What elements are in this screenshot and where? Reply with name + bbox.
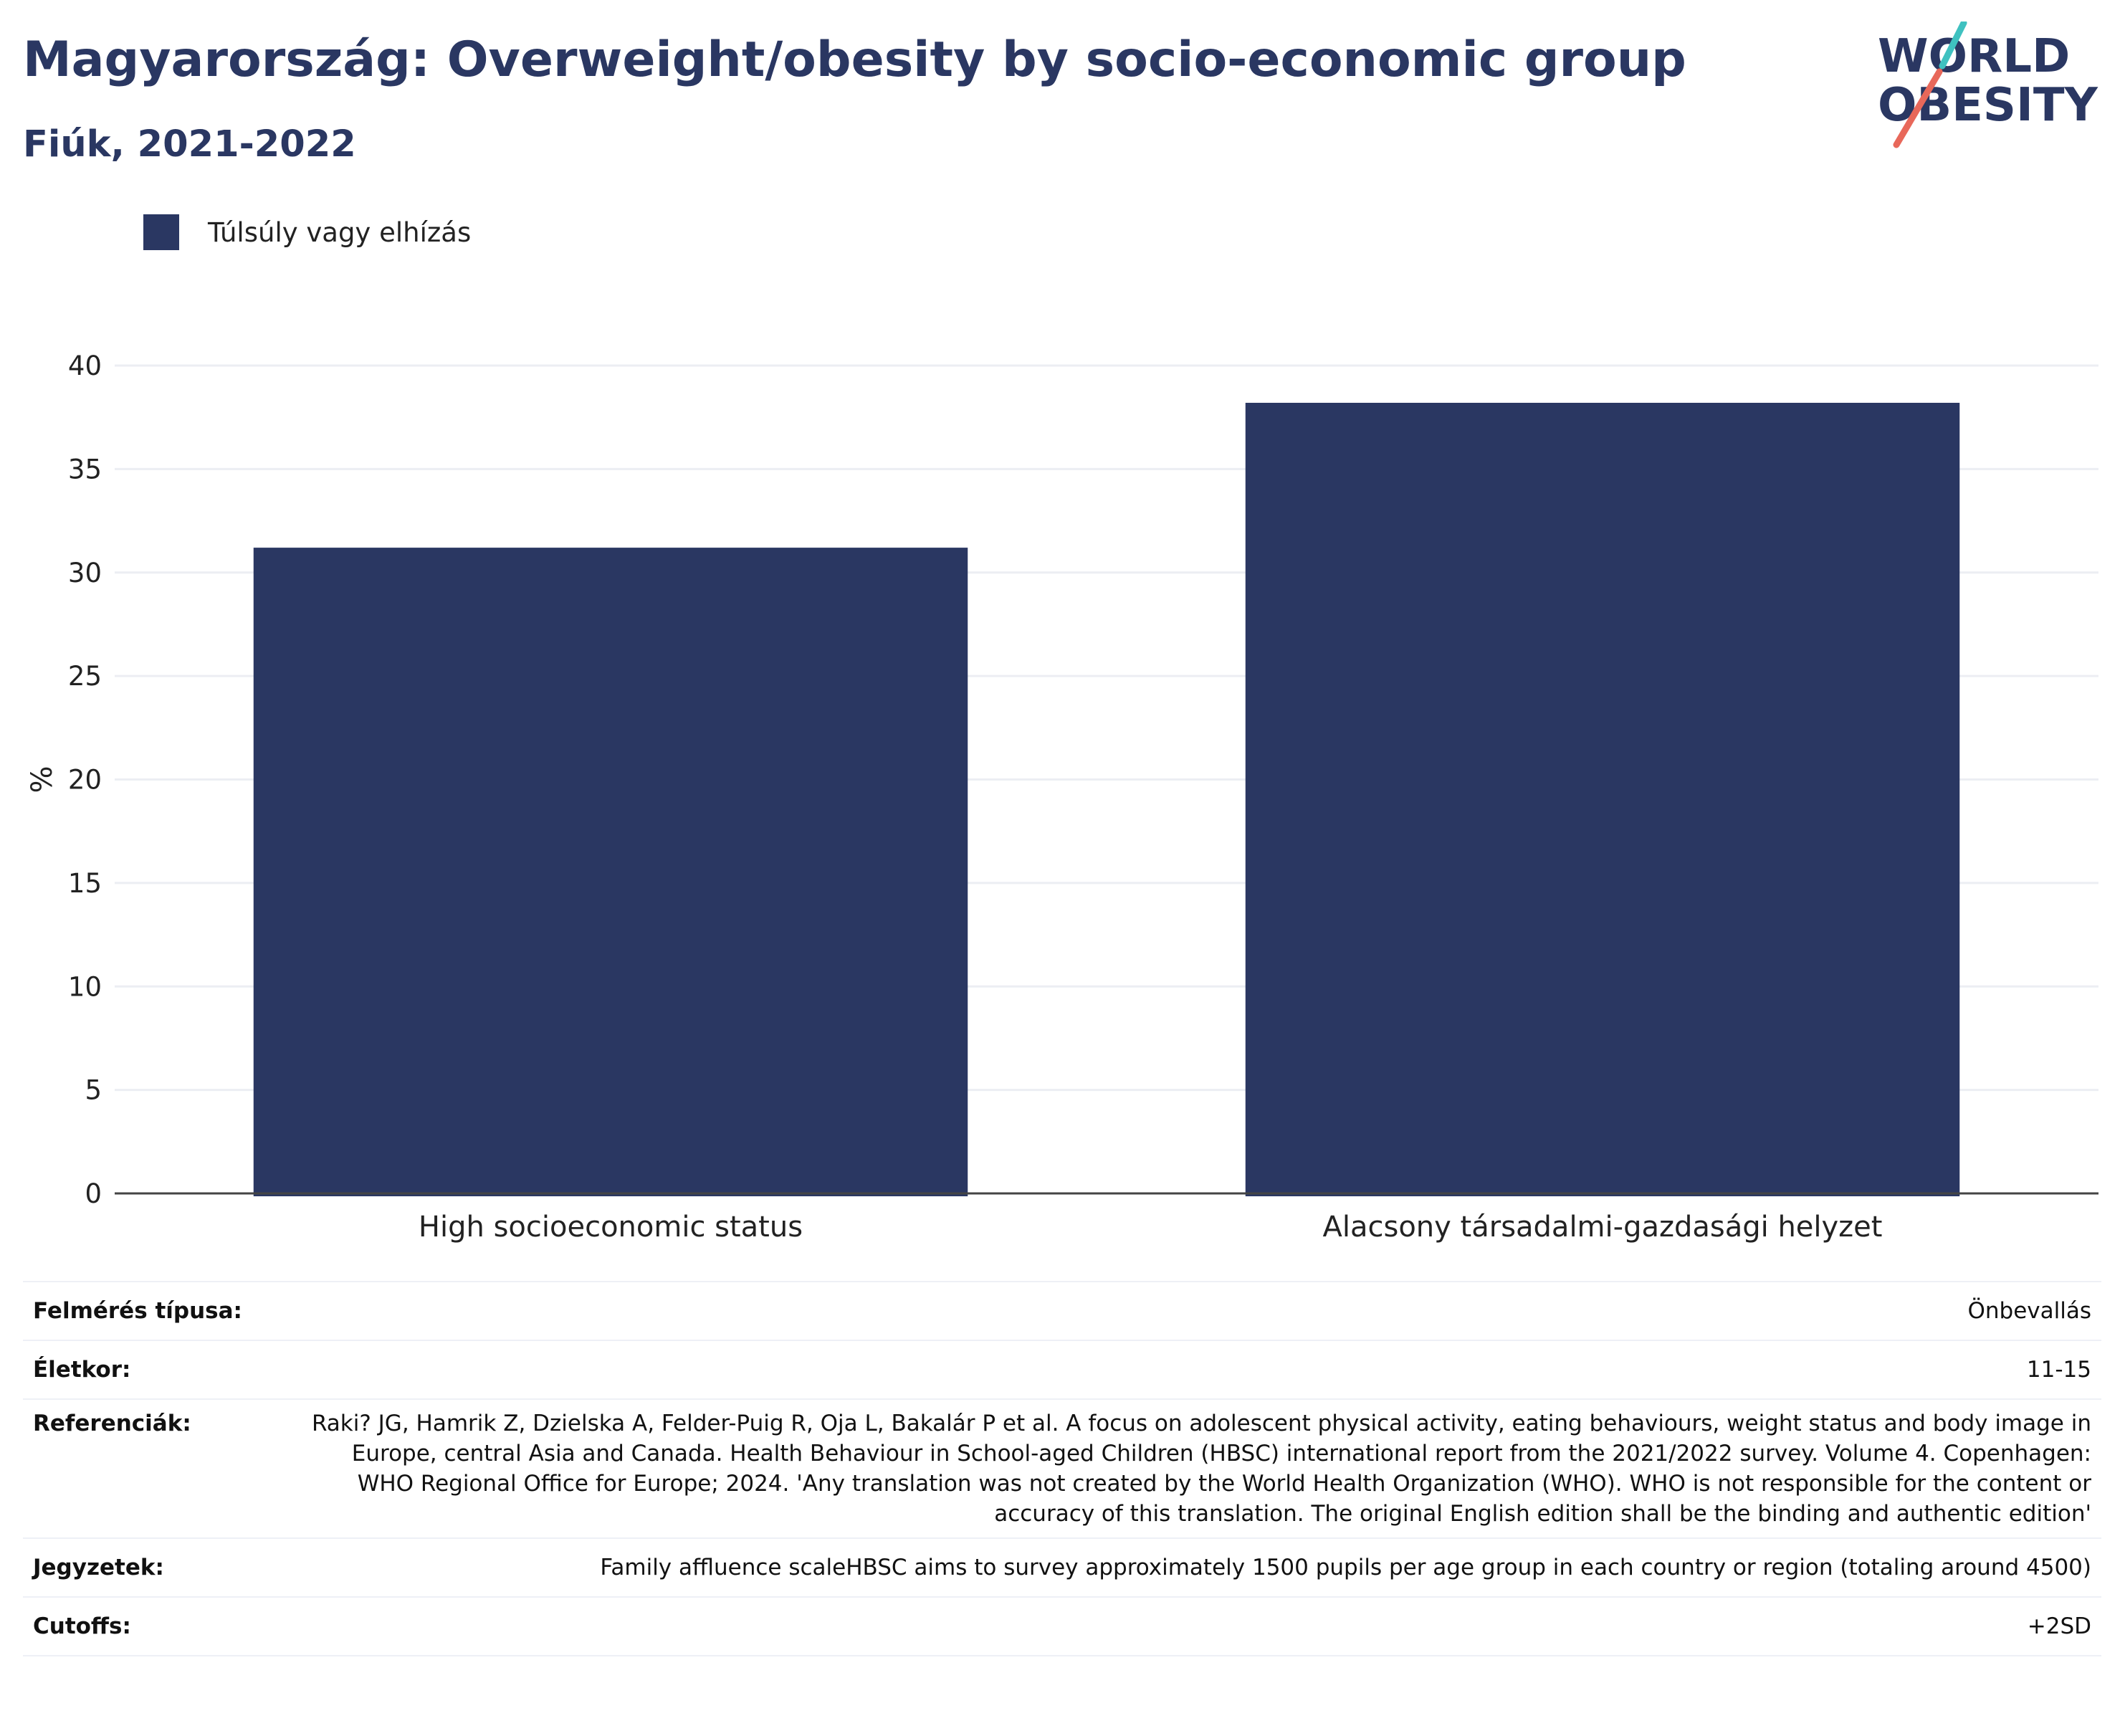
- x-tick-label: High socioeconomic status: [419, 1211, 803, 1244]
- legend: Túlsúly vagy elhízás: [143, 214, 471, 251]
- legend-swatch: [143, 214, 179, 250]
- y-tick-label: 0: [85, 1178, 102, 1209]
- meta-row-age: Életkor: 11-15: [23, 1340, 2101, 1400]
- meta-value: Önbevallás: [301, 1281, 2101, 1341]
- y-axis-label: %: [26, 766, 59, 793]
- meta-label: Jegyzetek:: [23, 1537, 301, 1598]
- chart-subtitle: Fiúk, 2021-2022: [23, 123, 356, 166]
- logo-word-obesity: OBESITY: [1878, 79, 2098, 132]
- bar: [253, 548, 968, 1196]
- y-tick-label: 10: [68, 971, 102, 1002]
- meta-value: +2SD: [301, 1596, 2101, 1656]
- meta-value: 11-15: [301, 1340, 2101, 1400]
- meta-row-notes: Jegyzetek: Family affluence scaleHBSC ai…: [23, 1537, 2101, 1598]
- meta-value: Family affluence scaleHBSC aims to surve…: [301, 1537, 2101, 1598]
- meta-label: Referenciák:: [23, 1398, 301, 1539]
- meta-row-cutoffs: Cutoffs: +2SD: [23, 1596, 2101, 1656]
- bar: [1245, 402, 1960, 1196]
- x-tick-label: Alacsony társadalmi-gazdasági helyzet: [1323, 1211, 1883, 1244]
- y-tick-label: 35: [68, 454, 102, 485]
- y-tick-label: 25: [68, 661, 102, 692]
- meta-label: Életkor:: [23, 1340, 301, 1400]
- legend-label: Túlsúly vagy elhízás: [208, 216, 472, 248]
- world-obesity-logo: WORLD OBESITY: [1878, 22, 2098, 148]
- meta-row-survey-type: Felmérés típusa: Önbevallás: [23, 1281, 2101, 1341]
- meta-row-references: Referenciák: Raki? JG, Hamrik Z, Dzielsk…: [23, 1398, 2101, 1539]
- logo-slash-teal: [1939, 22, 1967, 70]
- y-tick-label: 20: [68, 765, 102, 796]
- y-tick-label: 40: [68, 350, 102, 381]
- metadata-table: Felmérés típusa: Önbevallás Életkor: 11-…: [23, 1281, 2101, 1656]
- y-tick-label: 30: [68, 558, 102, 588]
- chart-title: Magyarország: Overweight/obesity by soci…: [23, 32, 1686, 88]
- meta-label: Cutoffs:: [23, 1596, 301, 1656]
- bar-chart: 0 5 10 15 20 25 30 35 40% High socioeconomic stat…: [26, 350, 2098, 1244]
- logo-word-world: WORLD: [1878, 30, 2070, 83]
- y-tick-label: 5: [85, 1075, 102, 1106]
- meta-value: Raki? JG, Hamrik Z, Dzielska A, Felder-P…: [301, 1398, 2101, 1539]
- logo-slash-coral: [1893, 68, 1943, 148]
- y-tick-label: 15: [68, 868, 102, 899]
- meta-label: Felmérés típusa:: [23, 1281, 301, 1341]
